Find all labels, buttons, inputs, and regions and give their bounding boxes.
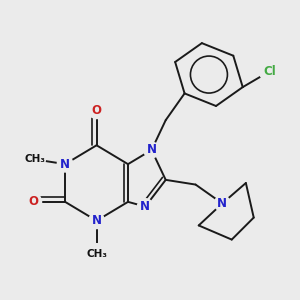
Circle shape xyxy=(26,194,42,210)
Text: O: O xyxy=(92,104,102,117)
Text: N: N xyxy=(217,197,227,210)
Text: N: N xyxy=(60,158,70,171)
Text: N: N xyxy=(140,200,150,213)
Text: N: N xyxy=(147,143,157,157)
Text: Cl: Cl xyxy=(263,65,276,78)
Circle shape xyxy=(144,142,159,158)
Circle shape xyxy=(214,196,230,211)
Circle shape xyxy=(86,244,106,264)
Circle shape xyxy=(89,213,104,229)
Circle shape xyxy=(57,156,73,172)
Circle shape xyxy=(260,61,280,82)
Text: CH₃: CH₃ xyxy=(25,154,46,164)
Circle shape xyxy=(25,149,45,170)
Text: O: O xyxy=(29,195,39,208)
Circle shape xyxy=(137,199,153,214)
Text: CH₃: CH₃ xyxy=(86,249,107,259)
Text: N: N xyxy=(92,214,102,227)
Circle shape xyxy=(89,103,104,118)
